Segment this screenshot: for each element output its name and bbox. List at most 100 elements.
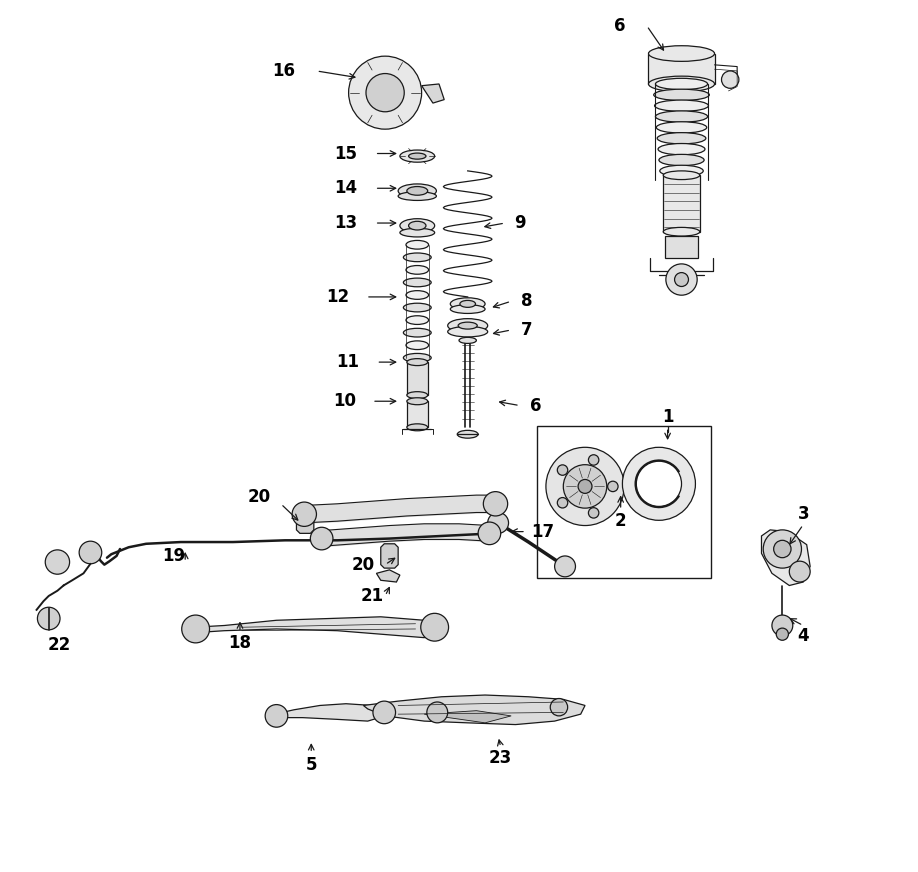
- Text: 13: 13: [334, 214, 358, 232]
- Text: 4: 4: [798, 627, 809, 645]
- Circle shape: [349, 56, 421, 129]
- Ellipse shape: [407, 392, 428, 399]
- Ellipse shape: [660, 165, 703, 176]
- Circle shape: [675, 273, 688, 287]
- Polygon shape: [421, 84, 444, 103]
- Ellipse shape: [400, 150, 434, 162]
- Ellipse shape: [451, 298, 485, 310]
- Polygon shape: [424, 711, 511, 723]
- Circle shape: [578, 480, 592, 494]
- Ellipse shape: [407, 424, 428, 431]
- Text: 6: 6: [614, 17, 625, 35]
- Circle shape: [777, 628, 789, 640]
- Ellipse shape: [409, 153, 426, 160]
- Text: 2: 2: [615, 512, 626, 530]
- Ellipse shape: [400, 219, 434, 233]
- Ellipse shape: [406, 290, 429, 299]
- Circle shape: [557, 498, 567, 508]
- Circle shape: [310, 528, 333, 550]
- Circle shape: [38, 607, 60, 630]
- Circle shape: [772, 615, 793, 636]
- Ellipse shape: [458, 322, 477, 329]
- Text: 19: 19: [162, 547, 185, 565]
- Circle shape: [608, 481, 618, 492]
- Circle shape: [789, 562, 811, 582]
- Ellipse shape: [403, 329, 431, 337]
- Circle shape: [564, 465, 607, 508]
- Circle shape: [487, 513, 509, 534]
- Ellipse shape: [448, 318, 487, 332]
- Text: 7: 7: [521, 321, 532, 339]
- Ellipse shape: [403, 253, 431, 262]
- Ellipse shape: [657, 133, 706, 144]
- Text: 9: 9: [514, 214, 526, 232]
- Ellipse shape: [403, 353, 431, 362]
- Bar: [665, 236, 698, 258]
- Ellipse shape: [656, 122, 707, 133]
- Text: 18: 18: [229, 634, 252, 652]
- Ellipse shape: [654, 89, 710, 100]
- Ellipse shape: [655, 78, 708, 90]
- Ellipse shape: [407, 358, 428, 365]
- Circle shape: [636, 461, 681, 507]
- Ellipse shape: [407, 398, 428, 405]
- Text: 22: 22: [48, 636, 71, 654]
- Polygon shape: [762, 530, 811, 585]
- Text: 21: 21: [361, 587, 384, 605]
- Text: 20: 20: [248, 487, 271, 506]
- Polygon shape: [381, 544, 398, 569]
- Circle shape: [722, 71, 739, 88]
- Text: 12: 12: [326, 288, 349, 306]
- Circle shape: [427, 702, 448, 723]
- Text: 23: 23: [489, 749, 512, 766]
- Circle shape: [622, 447, 696, 521]
- Circle shape: [373, 701, 396, 724]
- Ellipse shape: [457, 431, 478, 438]
- Ellipse shape: [655, 100, 709, 112]
- Ellipse shape: [664, 228, 700, 236]
- Bar: [407, 362, 428, 395]
- Circle shape: [546, 447, 624, 526]
- Text: 14: 14: [334, 180, 358, 197]
- Text: 15: 15: [334, 145, 357, 162]
- Bar: [537, 426, 711, 577]
- Ellipse shape: [403, 303, 431, 312]
- Polygon shape: [194, 617, 440, 637]
- Text: 16: 16: [272, 62, 295, 80]
- Circle shape: [484, 492, 508, 516]
- Circle shape: [666, 264, 697, 296]
- Ellipse shape: [403, 278, 431, 287]
- Polygon shape: [376, 570, 400, 582]
- Polygon shape: [364, 695, 585, 725]
- Ellipse shape: [659, 154, 704, 166]
- Text: 6: 6: [530, 397, 542, 414]
- Ellipse shape: [655, 111, 708, 122]
- Bar: [664, 175, 700, 232]
- Ellipse shape: [406, 316, 429, 324]
- Ellipse shape: [459, 337, 476, 344]
- Circle shape: [557, 465, 567, 475]
- Circle shape: [588, 454, 599, 465]
- Ellipse shape: [406, 241, 429, 249]
- Polygon shape: [297, 509, 314, 534]
- Circle shape: [763, 530, 801, 569]
- Circle shape: [554, 556, 576, 576]
- Circle shape: [366, 73, 404, 112]
- Ellipse shape: [398, 184, 436, 198]
- Bar: [407, 401, 428, 427]
- Circle shape: [420, 613, 449, 641]
- Ellipse shape: [448, 326, 487, 337]
- Ellipse shape: [648, 76, 714, 92]
- Text: 8: 8: [521, 292, 532, 310]
- Ellipse shape: [406, 266, 429, 274]
- Ellipse shape: [664, 171, 700, 180]
- Text: 5: 5: [306, 755, 317, 773]
- Text: 10: 10: [332, 392, 356, 410]
- Ellipse shape: [398, 192, 436, 201]
- Ellipse shape: [460, 300, 476, 307]
- Circle shape: [79, 542, 102, 564]
- Circle shape: [265, 705, 287, 727]
- Ellipse shape: [451, 304, 485, 313]
- Text: 17: 17: [531, 522, 554, 541]
- Circle shape: [774, 541, 791, 558]
